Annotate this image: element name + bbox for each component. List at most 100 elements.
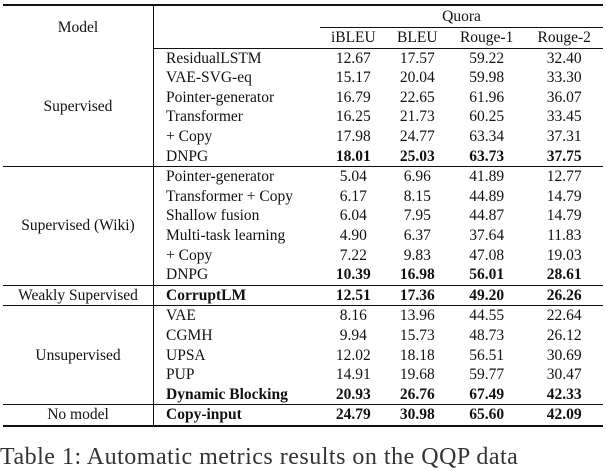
method-name: Dynamic Blocking <box>166 385 288 403</box>
metric-value: 30.98 <box>386 404 448 427</box>
metric-value: 65.60 <box>447 404 526 427</box>
metric-value: 26.26 <box>525 284 603 306</box>
metric-value: 7.95 <box>403 207 431 225</box>
column-header: Rouge-2 <box>525 27 603 49</box>
metric-value: 12.51 <box>320 284 387 306</box>
metric-value: 4.90 <box>339 226 367 244</box>
metric-value: 59.98 <box>469 69 505 87</box>
metric-value: 16.25 <box>335 108 371 126</box>
table-row: Pointer-generator 16.79 22.65 61.96 36.07 <box>3 88 603 108</box>
metric-value: 37.75 <box>546 147 582 165</box>
group-label: No model <box>3 404 154 427</box>
model-header: Model <box>3 5 154 49</box>
group-label: Supervised (Wiki) <box>3 166 154 286</box>
method-name: DNPG <box>166 147 209 165</box>
method-name: Pointer-generator <box>166 88 275 106</box>
metric-value: 14.79 <box>546 207 582 225</box>
metric-value: 42.09 <box>525 404 603 427</box>
metric-value: 37.64 <box>469 226 505 244</box>
metric-value: 22.65 <box>399 88 435 106</box>
table-row: + Copy 7.22 9.83 47.08 19.03 <box>3 246 603 266</box>
metric-value: 33.45 <box>546 108 582 126</box>
metric-value: 36.07 <box>546 88 582 106</box>
metric-value: 42.33 <box>546 385 582 403</box>
metric-value: 25.03 <box>399 147 435 165</box>
metric-value: 30.47 <box>546 366 582 384</box>
metric-value: 19.68 <box>399 366 435 384</box>
metric-value: 44.87 <box>469 207 505 225</box>
metric-value: 8.16 <box>320 305 387 326</box>
metric-value: 17.98 <box>335 127 371 145</box>
metric-value: 16.79 <box>335 88 371 106</box>
dataset-header: Quora <box>320 5 603 28</box>
metric-value: 56.51 <box>469 346 505 364</box>
metric-value: 14.79 <box>546 187 582 205</box>
method-name: Copy-input <box>153 404 320 427</box>
method-name: UPSA <box>166 346 206 364</box>
group-label: Weakly Supervised <box>3 284 154 306</box>
results-body: Supervised ResidualLSTM 12.67 17.57 59.22 32.… <box>3 48 603 427</box>
metric-value: 48.73 <box>469 326 505 344</box>
metric-value: 61.96 <box>469 88 505 106</box>
metric-value: 32.40 <box>546 49 582 67</box>
metric-value: 41.89 <box>447 166 526 187</box>
results-table: Model Quora iBLEU BLEU Rouge-1 Rouge-2 Supe… <box>3 4 603 427</box>
method-name: Pointer-generator <box>153 166 320 187</box>
table-row: Multi-task learning 4.90 6.37 37.64 11.83 <box>3 226 603 246</box>
method-name: + Copy <box>166 127 213 145</box>
metric-value: 59.22 <box>469 49 505 67</box>
metric-value: 5.04 <box>320 166 387 187</box>
metric-value: 12.77 <box>525 166 603 187</box>
method-name: VAE-SVG-eq <box>166 69 252 87</box>
metric-value: 28.61 <box>546 266 582 284</box>
column-header: Rouge-1 <box>447 27 526 49</box>
metric-value: 47.08 <box>469 246 505 264</box>
metric-value: 26.76 <box>399 385 435 403</box>
table-row: UPSA 12.02 18.18 56.51 30.69 <box>3 346 603 366</box>
metric-value: 11.83 <box>547 226 582 244</box>
table-row: PUP 14.91 19.68 59.77 30.47 <box>3 365 603 385</box>
metric-value: 6.96 <box>386 166 448 187</box>
table-row: VAE-SVG-eq 15.17 20.04 59.98 33.30 <box>3 68 603 88</box>
table-row: Shallow fusion 6.04 7.95 44.87 14.79 <box>3 206 603 226</box>
method-name: PUP <box>166 366 195 384</box>
metric-value: 6.37 <box>403 226 431 244</box>
table-row: + Copy 17.98 24.77 63.34 37.31 <box>3 127 603 147</box>
metric-value: 49.20 <box>447 284 526 306</box>
method-name: Multi-task learning <box>166 226 286 244</box>
metric-value: 6.04 <box>339 207 367 225</box>
metric-value: 15.73 <box>399 326 435 344</box>
metric-value: 6.17 <box>339 187 367 205</box>
metric-value: 17.36 <box>386 284 448 306</box>
group-label: Unsupervised <box>3 305 154 405</box>
method-name: Shallow fusion <box>166 207 260 225</box>
metric-value: 10.39 <box>335 266 371 284</box>
metric-value: 9.94 <box>339 326 367 344</box>
metric-value: 14.91 <box>335 366 371 384</box>
metric-value: 56.01 <box>469 266 505 284</box>
metric-value: 24.77 <box>399 127 435 145</box>
table-row: No model Copy-input 24.79 30.98 65.60 42.09 <box>3 404 603 427</box>
metric-value: 8.15 <box>403 187 431 205</box>
method-name: + Copy <box>166 246 213 264</box>
metric-value: 18.01 <box>335 147 371 165</box>
metric-value: 60.25 <box>469 108 505 126</box>
table-row: Unsupervised VAE 8.16 13.96 44.55 22.64 <box>3 305 603 405</box>
method-name: Transformer <box>166 108 243 126</box>
metric-value: 20.04 <box>399 69 435 87</box>
metric-value: 13.96 <box>386 305 448 326</box>
table-row: Supervised (Wiki) Pointer-generator 5.04 6.… <box>3 166 603 286</box>
table-row: Transformer 16.25 21.73 60.25 33.45 <box>3 107 603 127</box>
metric-value: 12.02 <box>335 346 371 364</box>
metric-value: 33.30 <box>546 69 582 87</box>
metric-value: 63.73 <box>469 147 505 165</box>
column-header: BLEU <box>386 27 448 49</box>
group-label: Supervised <box>3 48 154 167</box>
metric-value: 15.17 <box>335 69 371 87</box>
column-header-row: iBLEU BLEU Rouge-1 Rouge-2 <box>3 27 603 49</box>
metric-value: 44.55 <box>447 305 526 326</box>
metric-value: 59.77 <box>469 366 505 384</box>
method-name: Transformer + Copy <box>166 187 293 205</box>
metric-value: 67.49 <box>469 385 505 403</box>
table-row: CGMH 9.94 15.73 48.73 26.12 <box>3 326 603 346</box>
